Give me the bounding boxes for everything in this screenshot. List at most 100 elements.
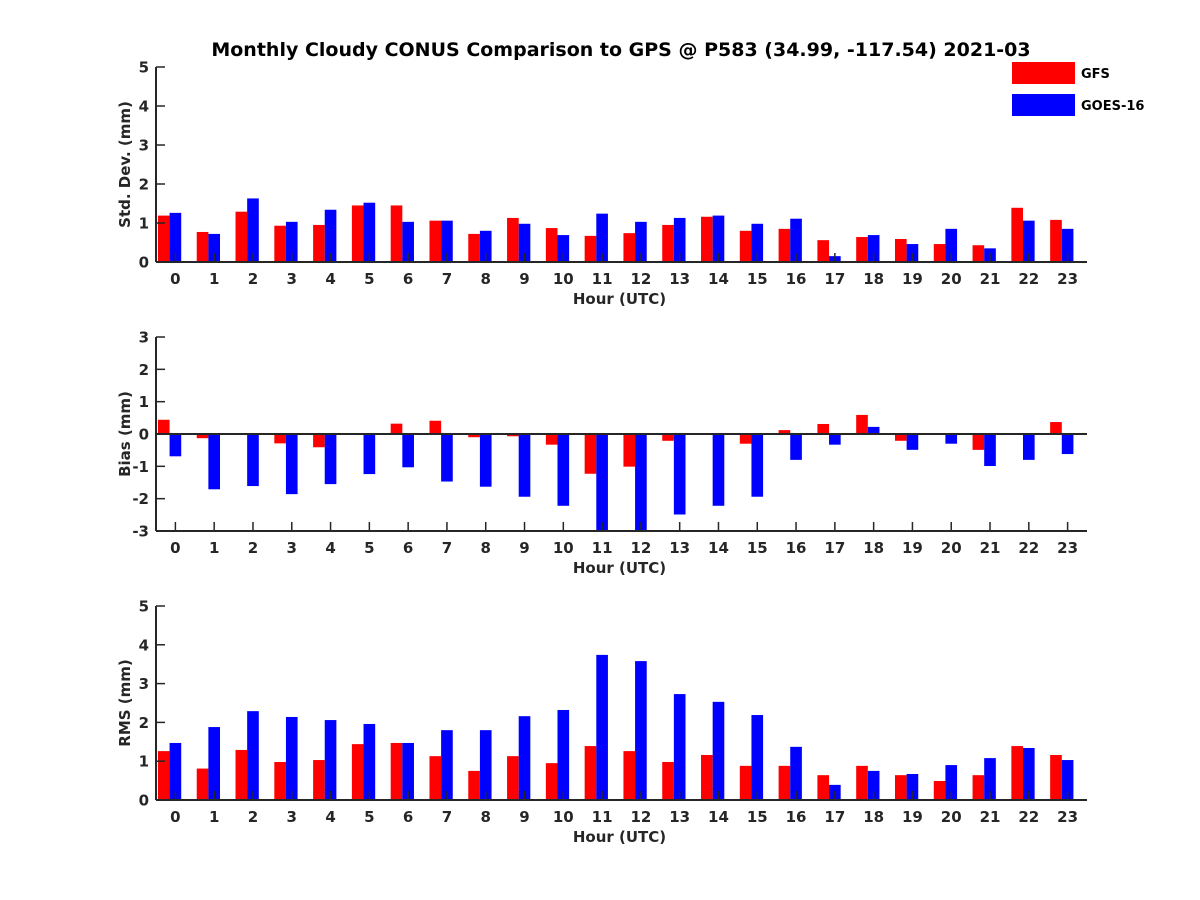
bias-x-tick-label: 10: [553, 539, 574, 557]
std-dev-bar-gfs-hour-15: [739, 230, 752, 262]
rms-bar-gfs-hour-18: [856, 765, 868, 800]
rms-bar-gfs-hour-15: [739, 765, 752, 800]
std-dev-bar-goes16-hour-18: [867, 235, 880, 262]
bias-x-tick-label: 14: [708, 539, 729, 557]
bias-bar-goes16-hour-6: [402, 434, 414, 468]
std-dev-y-tick-label: 5: [139, 59, 149, 77]
bias-bar-goes16-hour-21: [984, 434, 996, 467]
rms-bar-gfs-hour-12: [623, 751, 636, 800]
rms-y-tick-label: 5: [139, 598, 149, 616]
legend: GFS GOES-16: [1012, 62, 1144, 116]
rms-x-tick-label: 22: [1018, 808, 1039, 826]
bias-bar-goes16-hour-22: [1022, 434, 1035, 460]
std-dev-bar-goes16-hour-6: [402, 221, 414, 262]
std-dev-bar-gfs-hour-6: [390, 205, 403, 262]
rms-bar-gfs-hour-16: [778, 765, 791, 800]
std-dev-bar-gfs-hour-17: [817, 240, 830, 262]
rms-x-tick-label: 9: [519, 808, 529, 826]
std-dev-bar-gfs-hour-5: [351, 205, 364, 262]
std-dev-bar-goes16-hour-15: [751, 223, 764, 262]
bias-bar-goes16-hour-9: [518, 434, 531, 497]
std-dev-x-tick-label: 2: [248, 270, 258, 288]
std-dev-bar-goes16-hour-23: [1061, 228, 1074, 262]
rms-x-tick-label: 23: [1057, 808, 1078, 826]
bias-bar-gfs-hour-9: [507, 434, 519, 437]
bias-x-tick-label: 15: [747, 539, 768, 557]
rms-bar-gfs-hour-8: [468, 770, 480, 800]
std-dev-x-tick-label: 1: [209, 270, 219, 288]
rms-y-axis-label: RMS (mm): [116, 659, 134, 746]
bias-bar-goes16-hour-13: [673, 434, 686, 515]
std-dev-bar-goes16-hour-14: [712, 215, 725, 262]
rms-bar-gfs-hour-13: [662, 761, 674, 800]
bias-bar-gfs-hour-0: [157, 419, 170, 434]
rms-x-tick-label: 5: [364, 808, 374, 826]
std-dev-x-tick-label: 7: [442, 270, 452, 288]
std-dev-bar-goes16-hour-13: [673, 217, 686, 262]
std-dev-bar-gfs-hour-2: [235, 211, 248, 262]
bias-bar-goes16-hour-8: [479, 434, 492, 487]
bias-bar-gfs-hour-23: [1050, 422, 1062, 434]
bias-x-tick-label: 6: [403, 539, 413, 557]
bias-bar-gfs-hour-17: [817, 423, 830, 434]
legend-label-gfs: GFS: [1081, 67, 1110, 82]
bias-x-tick-label: 5: [364, 539, 374, 557]
rms-bar-goes16-hour-6: [402, 742, 414, 800]
rms-bar-gfs-hour-4: [313, 760, 325, 800]
bias-bar-goes16-hour-2: [247, 434, 259, 487]
bias-x-tick-label: 7: [442, 539, 452, 557]
rms-x-tick-label: 10: [553, 808, 574, 826]
rms-bar-goes16-hour-7: [441, 730, 453, 800]
bias-bar-goes16-hour-11: [596, 434, 608, 531]
rms-bar-goes16-hour-16: [790, 746, 802, 800]
bias-bar-goes16-hour-18: [867, 426, 880, 434]
rms-x-tick-label: 3: [287, 808, 297, 826]
bias-y-tick-label: -1: [132, 458, 149, 476]
bias-x-tick-label: 1: [209, 539, 219, 557]
std-dev-bar-gfs-hour-14: [701, 216, 713, 262]
bias-y-tick-label: -2: [132, 490, 149, 508]
std-dev-x-axis-label: Hour (UTC): [573, 290, 666, 308]
bias-bar-gfs-hour-11: [584, 434, 597, 474]
bias-x-tick-label: 3: [287, 539, 297, 557]
bias-bar-gfs-hour-12: [623, 434, 636, 467]
rms-x-tick-label: 20: [941, 808, 962, 826]
legend-swatch-goes16: [1012, 94, 1075, 116]
rms-x-tick-label: 19: [902, 808, 923, 826]
rms-bar-goes16-hour-14: [712, 701, 725, 800]
bias-x-tick-label: 19: [902, 539, 923, 557]
std-dev-y-tick-label: 4: [139, 98, 149, 116]
rms-bar-gfs-hour-10: [545, 763, 558, 800]
bias-y-tick-label: 3: [139, 329, 149, 347]
std-dev-bar-gfs-hour-7: [429, 220, 442, 262]
rms-x-tick-label: 17: [824, 808, 845, 826]
bias-bar-goes16-hour-5: [363, 434, 376, 475]
bias-y-tick-label: 0: [139, 426, 149, 444]
std-dev-y-tick-label: 3: [139, 137, 149, 155]
rms-bar-gfs-hour-14: [701, 754, 713, 800]
rms-x-tick-label: 21: [980, 808, 1001, 826]
bias-bar-goes16-hour-3: [285, 434, 298, 495]
rms-x-tick-label: 18: [863, 808, 884, 826]
rms-bar-goes16-hour-11: [596, 654, 608, 800]
std-dev-x-tick-label: 8: [481, 270, 491, 288]
rms-x-tick-label: 8: [481, 808, 491, 826]
std-dev-bar-goes16-hour-22: [1022, 220, 1035, 262]
bias-bar-goes16-hour-7: [441, 434, 453, 482]
bias-x-tick-label: 8: [481, 539, 491, 557]
std-dev-bar-goes16-hour-8: [479, 230, 492, 262]
std-dev-bar-gfs-hour-22: [1011, 207, 1023, 262]
std-dev-x-tick-label: 14: [708, 270, 729, 288]
legend-label-goes16: GOES-16: [1081, 99, 1144, 114]
rms-bar-goes16-hour-23: [1061, 760, 1074, 800]
std-dev-x-tick-label: 23: [1057, 270, 1078, 288]
std-dev-bar-gfs-hour-19: [894, 238, 907, 262]
bias-bar-gfs-hour-16: [778, 430, 791, 434]
rms-bar-goes16-hour-18: [867, 770, 880, 800]
rms-bar-goes16-hour-0: [169, 742, 182, 800]
bias-x-tick-label: 20: [941, 539, 962, 557]
rms-x-tick-label: 0: [170, 808, 180, 826]
